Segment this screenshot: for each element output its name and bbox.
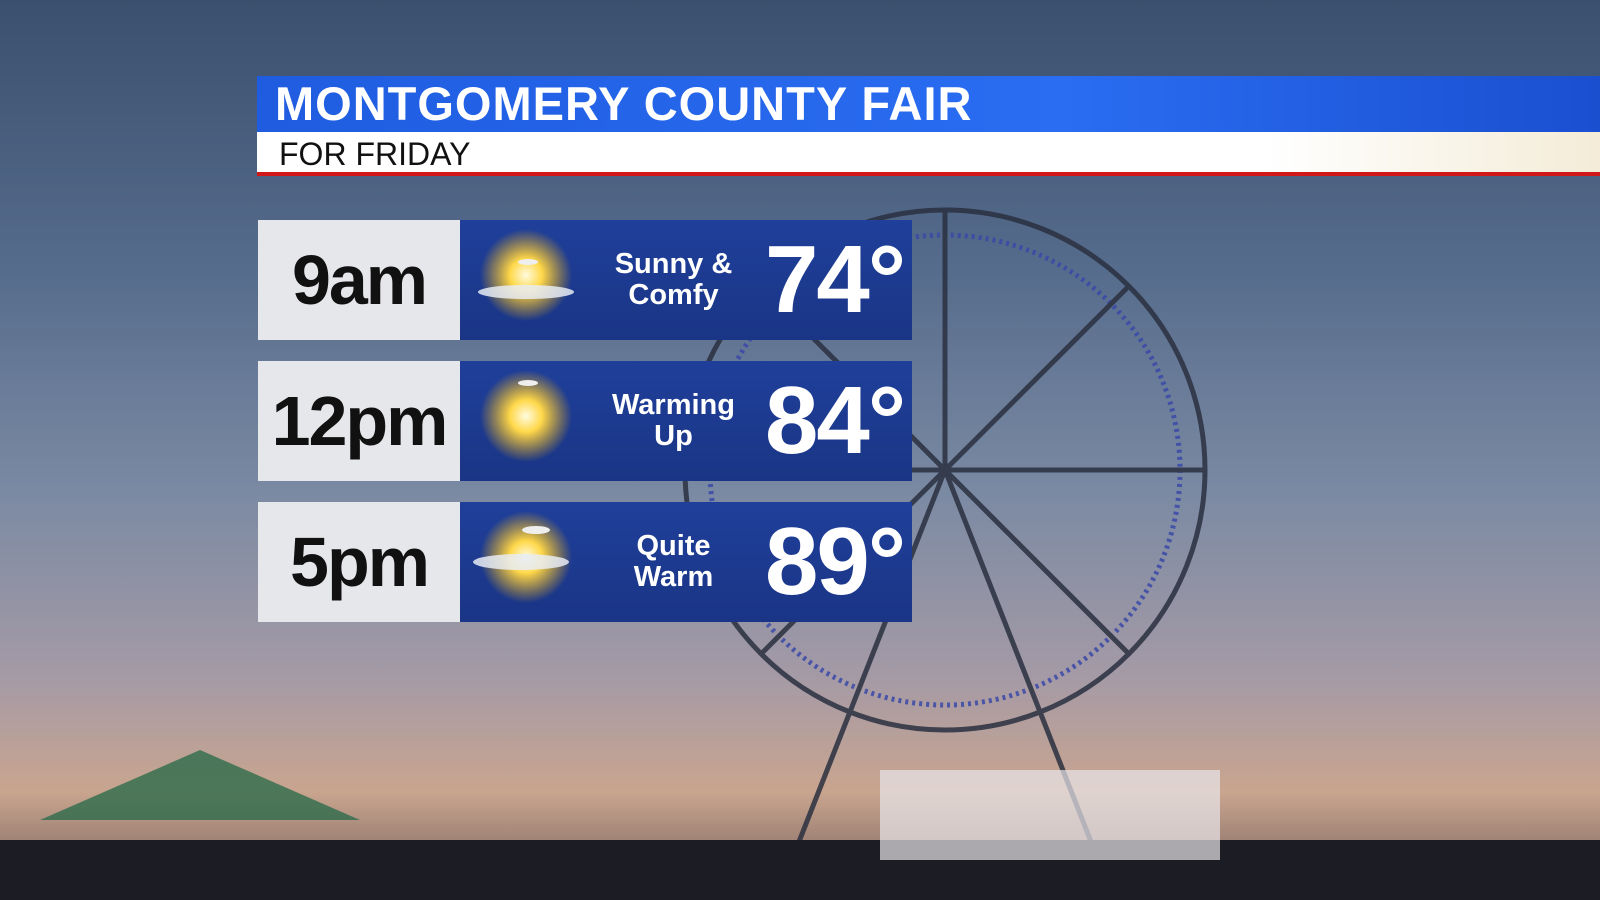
sun-with-cloud-icon [473, 511, 572, 603]
sun-with-cloud-icon [478, 229, 574, 321]
forecast-time: 12pm [258, 361, 460, 481]
forecast-condition: Warming Up [612, 389, 735, 452]
title-banner: MONTGOMERY COUNTY FAIR FOR FRIDAY [257, 76, 1600, 176]
forecast-temperature: 74° [765, 226, 906, 333]
forecast-time: 9am [258, 220, 460, 340]
forecast-temperature: 89° [765, 508, 906, 615]
forecast-condition: Quite Warm [633, 530, 714, 593]
forecast-row-9am: 9am Sunny & Comfy 74° [258, 220, 912, 340]
banner-title: MONTGOMERY COUNTY FAIR [257, 76, 1600, 132]
forecast-row-12pm: 12pm Warming Up 84° [258, 361, 912, 481]
sun-icon [480, 370, 572, 462]
forecast-temperature: 84° [765, 367, 906, 474]
forecast-condition: Sunny & Comfy [614, 248, 733, 311]
forecast-time: 5pm [258, 502, 460, 622]
forecast-row-5pm: 5pm Quite Warm 89° [258, 502, 912, 622]
banner-subtitle: FOR FRIDAY [257, 132, 1600, 176]
